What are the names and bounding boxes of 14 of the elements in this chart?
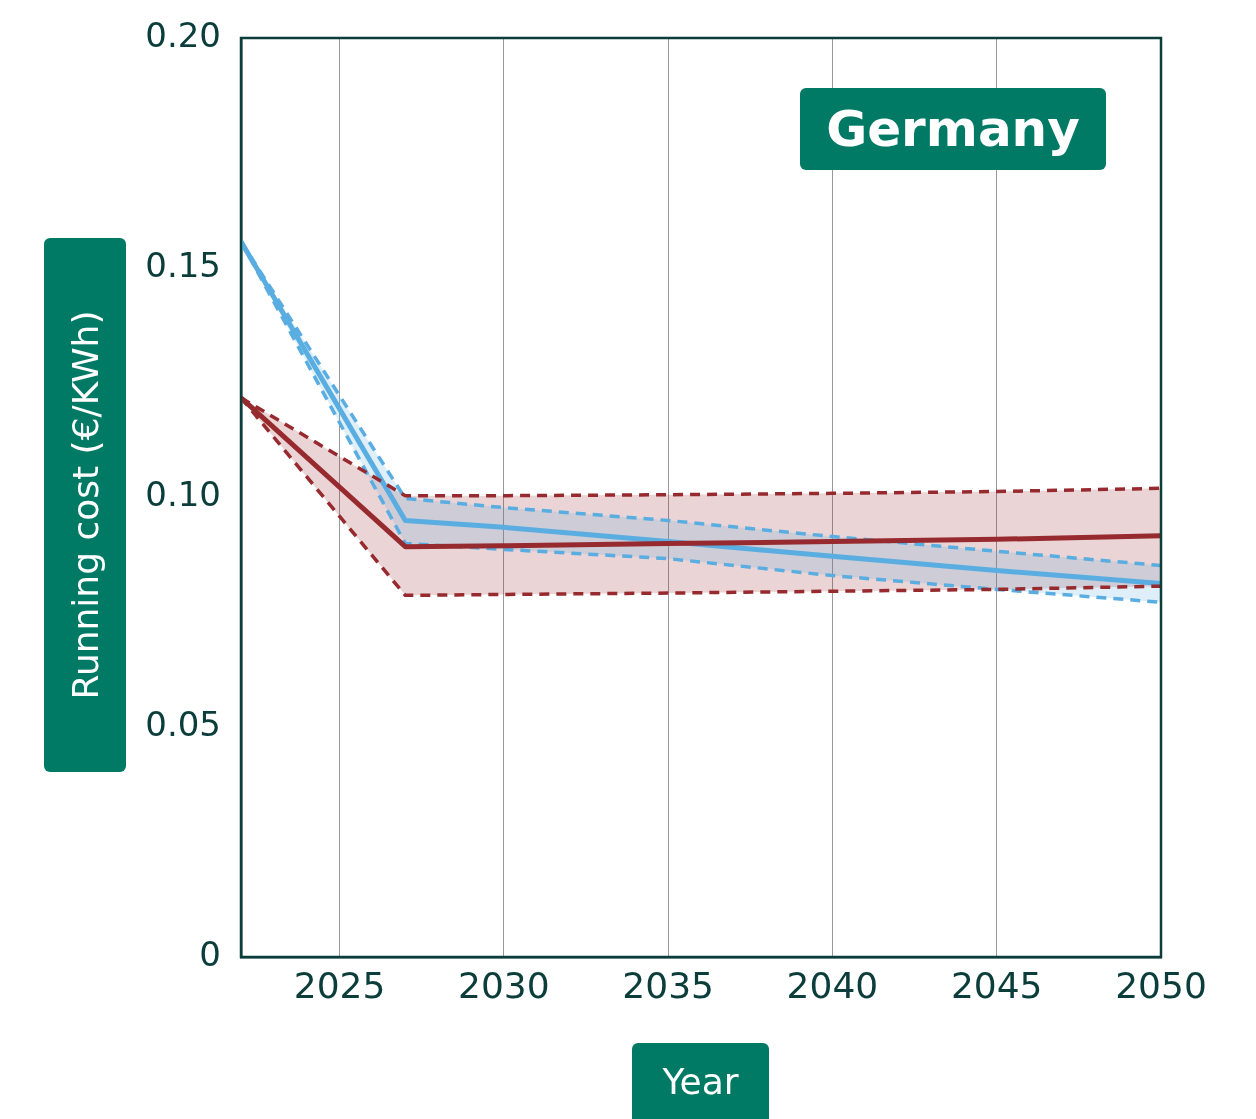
x-tick-label: 2040 bbox=[786, 964, 879, 1006]
y-tick-label: 0.05 bbox=[145, 704, 221, 745]
x-axis-title: Year bbox=[632, 1043, 769, 1119]
y-tick-label: 0.10 bbox=[145, 474, 221, 515]
text: Germany bbox=[800, 88, 1106, 170]
x-tick-label: 2045 bbox=[950, 964, 1043, 1006]
y-tick-label: 0.20 bbox=[145, 14, 221, 55]
y-axis-title: Running cost (€/KWh) bbox=[44, 238, 126, 772]
x-tick-label: 2050 bbox=[1115, 964, 1207, 1006]
y-tick-label: 0 bbox=[199, 933, 221, 974]
x-tick-label: 2035 bbox=[622, 964, 714, 1006]
y-tick-label: 0.15 bbox=[145, 244, 221, 285]
x-tick-label: 2025 bbox=[293, 964, 386, 1006]
x-tick-label: 2030 bbox=[458, 964, 550, 1006]
